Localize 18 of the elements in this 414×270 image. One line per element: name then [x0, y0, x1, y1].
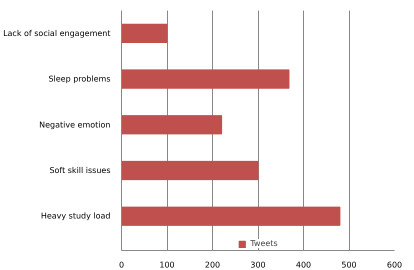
x-tick-label: 100	[159, 260, 175, 270]
y-tick-label: Lack of social engagement	[3, 28, 111, 38]
x-tick-label: 500	[341, 260, 357, 270]
bar	[122, 160, 258, 180]
y-tick-label: Negative emotion	[39, 120, 111, 130]
x-tick-label: 300	[250, 260, 266, 270]
x-tick-label: 200	[204, 260, 220, 270]
legend-label: Tweets	[250, 239, 278, 248]
y-tick-label: Sleep problems	[48, 74, 111, 84]
bar	[122, 69, 290, 89]
x-tick-label: 400	[296, 260, 312, 270]
bar	[122, 24, 168, 43]
x-tick-label: 0	[118, 260, 124, 270]
y-tick-label: Soft skill issues	[49, 166, 111, 175]
y-tick-label: Heavy study load	[40, 212, 111, 221]
bar	[122, 206, 340, 226]
x-tick-label: 600	[386, 260, 402, 270]
bar	[122, 115, 222, 134]
